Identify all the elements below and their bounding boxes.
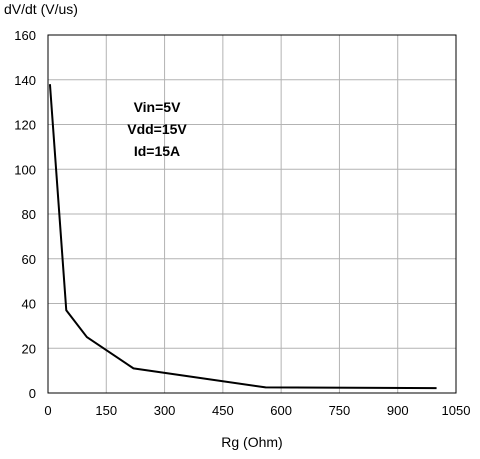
y-tick-label: 40 [22, 297, 36, 312]
grid-layer [47, 34, 457, 394]
y-axis-ticks: 0 20 40 60 80 100 120 140 160 [14, 28, 36, 401]
series-line-0 [48, 84, 437, 390]
x-tick-label: 900 [387, 403, 409, 418]
y-tick-label: 160 [14, 28, 36, 43]
x-axis-ticks: 0 150 300 450 600 750 900 1050 [44, 403, 470, 418]
annotation-vin: Vin=5V [134, 99, 181, 115]
y-axis-title: dV/dt (V/us) [4, 1, 78, 17]
x-tick-label: 450 [212, 403, 234, 418]
x-tick-label: 750 [329, 403, 351, 418]
y-tick-label: 0 [29, 386, 36, 401]
x-axis-title: Rg (Ohm) [221, 434, 282, 450]
x-tick-label: 300 [154, 403, 176, 418]
series-layer [48, 84, 437, 390]
y-tick-label: 140 [14, 73, 36, 88]
x-tick-label: 0 [44, 403, 51, 418]
y-tick-label: 80 [22, 207, 36, 222]
x-tick-label: 600 [270, 403, 292, 418]
annotation-id: Id=15A [134, 143, 180, 159]
x-tick-label: 150 [95, 403, 117, 418]
y-tick-label: 100 [14, 162, 36, 177]
plot-frame [47, 34, 457, 394]
y-tick-label: 120 [14, 118, 36, 133]
annotation-vdd: Vdd=15V [127, 121, 187, 137]
y-tick-label: 20 [22, 341, 36, 356]
x-tick-label: 1050 [442, 403, 471, 418]
y-tick-label: 60 [22, 252, 36, 267]
